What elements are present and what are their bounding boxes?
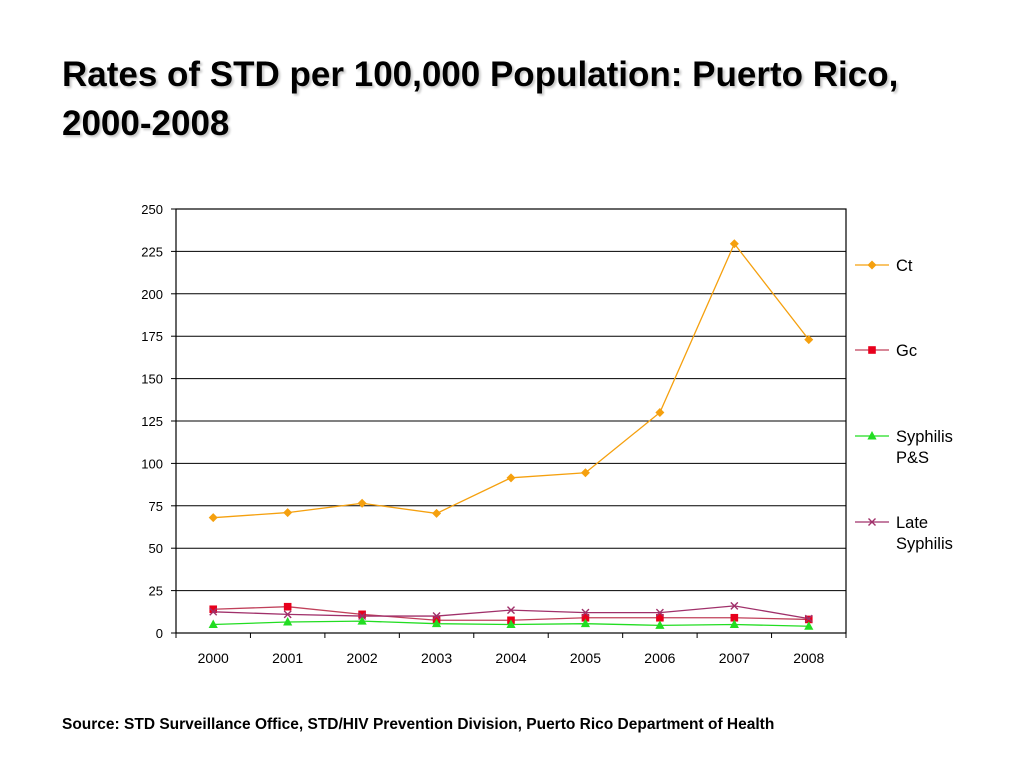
legend-label-1: Gc: [896, 342, 917, 360]
x-tick-label: 2004: [495, 650, 526, 666]
series-lines: [208, 239, 814, 630]
data-point: [804, 621, 814, 630]
legend-marker-3: [868, 518, 876, 526]
data-point: [358, 612, 367, 621]
data-point: [655, 408, 665, 418]
legend-label-0: Ct: [896, 257, 913, 275]
x-tick-label: 2001: [272, 650, 303, 666]
data-point: [209, 607, 218, 616]
data-point: [730, 613, 739, 622]
data-point: [209, 605, 218, 614]
legend-label-3: Late Syphilis: [896, 514, 953, 553]
x-tick-label: 2002: [347, 650, 378, 666]
data-point: [580, 618, 591, 628]
x-tick-label: 2006: [644, 650, 675, 666]
data-point: [506, 473, 516, 483]
legend: Ct Gc Syphilis P&S Late Syphilis: [855, 257, 957, 553]
x-tick-label: 2008: [793, 650, 824, 666]
data-point: [283, 616, 293, 626]
data-point: [729, 619, 739, 629]
data-point: [283, 610, 292, 619]
data-point: [506, 619, 516, 629]
y-tick-label: 125: [141, 414, 163, 429]
x-tick-label: 2000: [198, 650, 229, 666]
x-tick-label: 2007: [719, 650, 750, 666]
data-point: [804, 614, 813, 623]
axes: 0 25 50 75 100 125 150 175 200 225 250 2000 2001 2002…: [141, 202, 847, 666]
y-tick-label: 0: [156, 626, 163, 641]
y-tick-label: 50: [149, 541, 163, 556]
data-point: [357, 616, 367, 625]
data-point: [581, 613, 590, 622]
x-tick-label: 2005: [570, 650, 601, 666]
legend-marker-2: [867, 431, 877, 440]
data-point: [580, 468, 590, 478]
data-point: [655, 620, 665, 629]
data-point: [357, 498, 367, 508]
data-point: [729, 239, 739, 249]
data-point: [358, 610, 366, 619]
data-point: [730, 601, 739, 610]
y-tick-label: 25: [149, 584, 163, 599]
gridlines: [176, 250, 846, 592]
data-point: [581, 608, 590, 617]
data-point: [432, 508, 442, 518]
y-tick-label: 100: [141, 456, 163, 471]
data-point: [208, 619, 218, 629]
y-tick-label: 175: [141, 329, 163, 344]
y-tick-label: 200: [141, 287, 163, 302]
data-point: [507, 606, 515, 615]
data-point: [655, 608, 664, 617]
y-tick-label: 75: [149, 499, 163, 514]
data-point: [656, 613, 664, 622]
source-note: Source: STD Surveillance Office, STD/HIV…: [62, 716, 775, 733]
data-point: [431, 618, 442, 628]
data-point: [283, 602, 292, 611]
data-point: [804, 335, 814, 345]
data-point: [432, 612, 441, 621]
y-tick-label: 225: [141, 244, 163, 259]
legend-marker-1: [868, 346, 876, 354]
slide-title: Rates of STD per 100,000 Population: Pue…: [62, 55, 899, 143]
data-point: [208, 513, 218, 523]
y-tick-label: 250: [141, 202, 163, 217]
y-tick-label: 150: [141, 372, 163, 387]
legend-label-2: Syphilis P&S: [896, 428, 957, 467]
data-point: [283, 508, 293, 518]
legend-marker-0: [867, 260, 877, 270]
x-tick-label: 2003: [421, 650, 452, 666]
